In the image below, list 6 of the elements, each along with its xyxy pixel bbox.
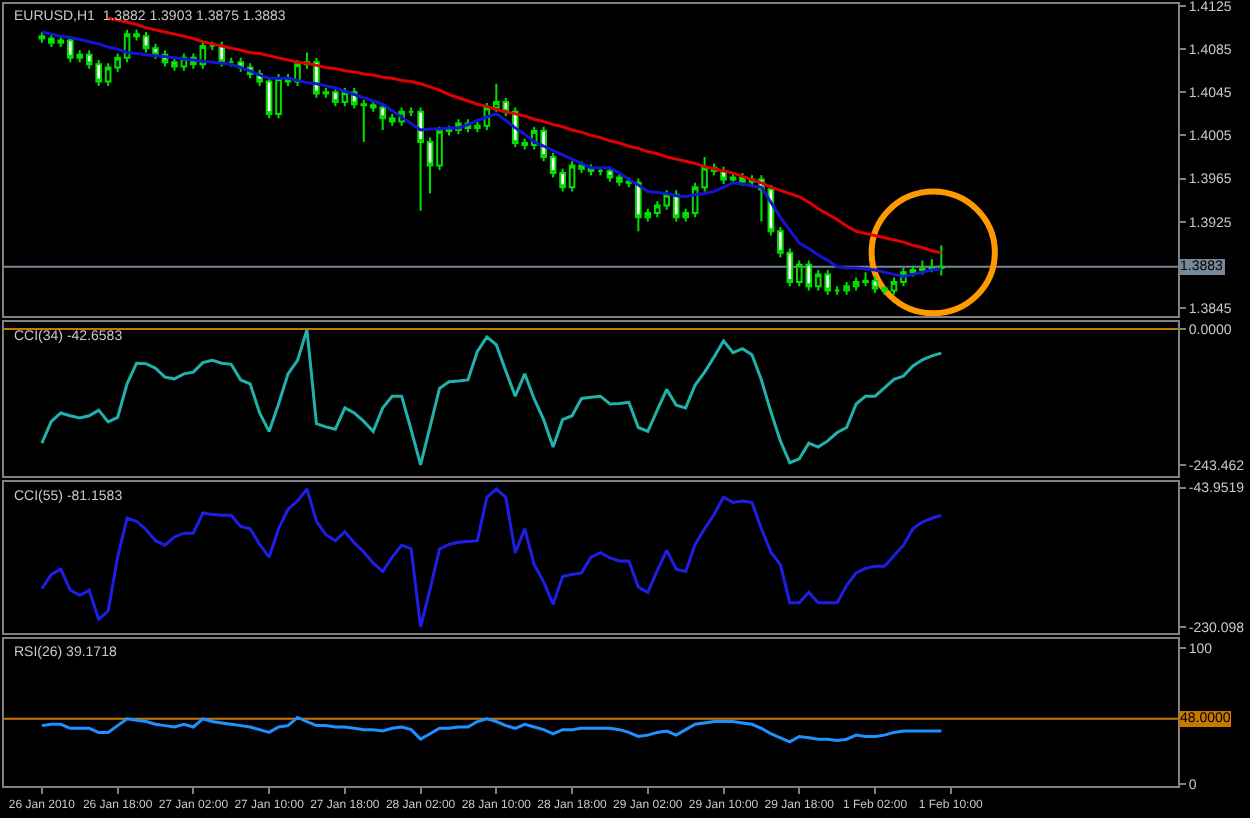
line-series xyxy=(40,715,943,744)
line-series xyxy=(40,30,943,279)
candlestick xyxy=(833,285,841,296)
candlestick xyxy=(597,165,604,177)
candlestick xyxy=(407,106,415,118)
candlestick xyxy=(937,244,945,277)
